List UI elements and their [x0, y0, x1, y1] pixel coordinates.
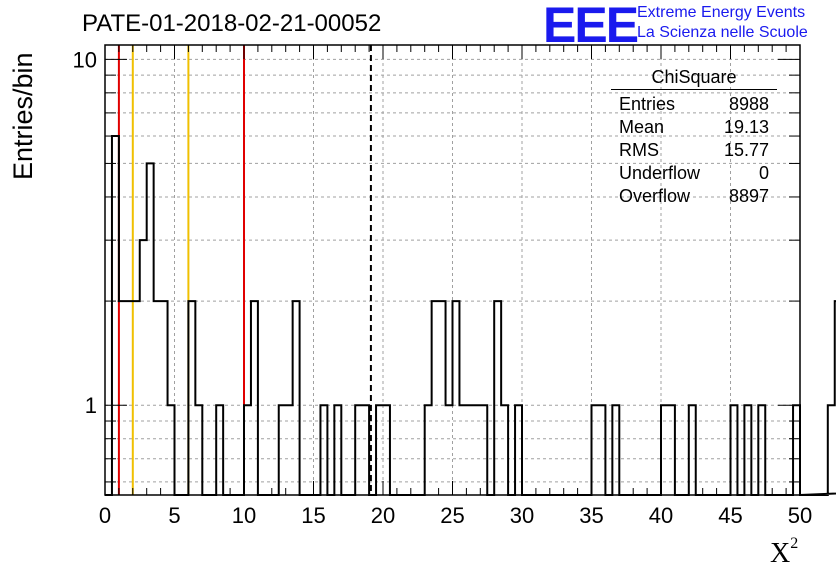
stats-value: 15.77 — [723, 140, 769, 160]
stats-row: RMS 15.77 — [611, 139, 777, 162]
stats-label: RMS — [619, 140, 659, 160]
stats-value: 0 — [758, 163, 769, 183]
histogram — [105, 135, 836, 496]
x-tick-label: 5 — [168, 503, 180, 528]
x-tick-label: 10 — [232, 503, 256, 528]
stats-row: Overflow 8897 — [611, 185, 777, 208]
stats-label: Overflow — [619, 186, 691, 206]
stats-box: ChiSquare Entries 8988 Mean 19.13 RMS 15.77… — [611, 67, 777, 208]
stats-value: 8897 — [728, 186, 769, 206]
y-axis-label: Entries/bin — [8, 52, 38, 180]
x-tick-label: 50 — [788, 503, 812, 528]
axis-ticks: 0 5 10 15 20 25 30 35 40 45 50 1 10 — [73, 45, 812, 528]
stats-row: Entries 8988 — [611, 93, 777, 116]
x-tick-label: 35 — [579, 503, 603, 528]
stats-value: 8988 — [728, 94, 769, 114]
stats-label: Entries — [619, 94, 676, 114]
x-axis-label: X2 — [770, 534, 799, 569]
stats-row: Mean 19.13 — [611, 116, 777, 139]
logo-subtitle-2: La Scienza nelle Scuole — [637, 24, 808, 41]
x-tick-label: 20 — [371, 503, 395, 528]
x-tick-label: 0 — [99, 503, 111, 528]
eee-logo: EEE — [543, 0, 639, 53]
logo-subtitle-1: Extreme Energy Events — [637, 4, 806, 21]
stats-value: 19.13 — [723, 117, 769, 137]
x-tick-label: 30 — [510, 503, 534, 528]
histogram-outline — [105, 135, 836, 496]
y-tick-label: 1 — [85, 393, 97, 418]
x-tick-label: 15 — [301, 503, 325, 528]
x-tick-label: 25 — [440, 503, 464, 528]
stats-row: Underflow 0 — [611, 162, 777, 185]
stats-title: ChiSquare — [611, 67, 777, 90]
x-tick-label: 40 — [649, 503, 673, 528]
y-tick-label: 10 — [73, 47, 97, 72]
page-title: PATE-01-2018-02-21-00052 — [82, 10, 382, 37]
stats-label: Mean — [619, 117, 665, 137]
x-tick-label: 45 — [718, 503, 742, 528]
stats-label: Underflow — [619, 163, 701, 183]
